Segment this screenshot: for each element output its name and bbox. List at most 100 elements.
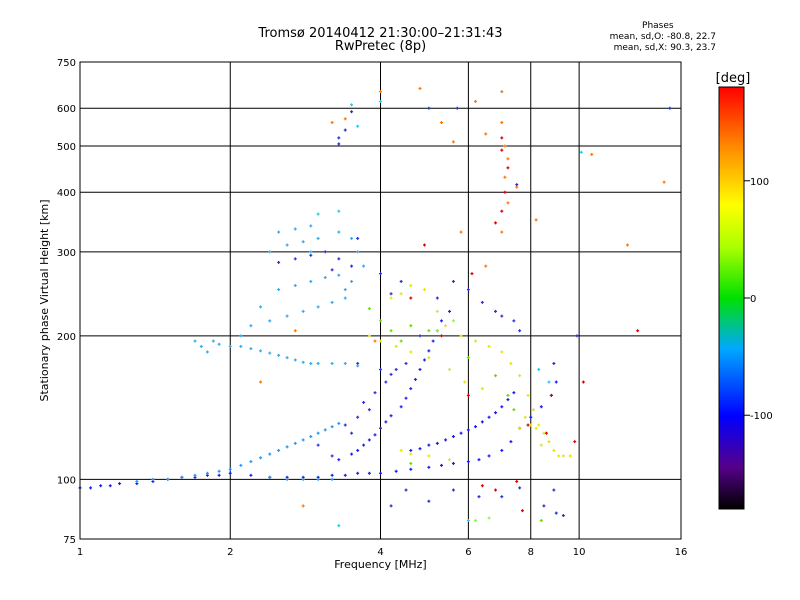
data-point	[394, 367, 398, 371]
data-point	[427, 349, 431, 353]
data-point	[211, 339, 215, 343]
data-point	[343, 423, 347, 427]
data-point	[520, 509, 524, 513]
chart-title: Tromsø 20140412 21:30:00–21:31:43	[258, 26, 503, 41]
data-point	[356, 364, 360, 368]
data-point	[494, 221, 498, 225]
data-point	[435, 309, 439, 313]
data-point	[557, 454, 561, 458]
data-point	[180, 475, 184, 479]
data-point	[343, 288, 347, 292]
data-point	[356, 236, 360, 240]
data-point	[330, 268, 334, 272]
data-point	[636, 329, 640, 333]
data-point	[356, 124, 360, 128]
y-tick-label: 200	[57, 332, 76, 343]
y-tick-label: 750	[57, 58, 76, 69]
data-point	[367, 471, 371, 475]
y-tick-label: 600	[57, 104, 76, 115]
data-point	[399, 339, 403, 343]
phase-stats: Phases mean, sd,O: -80.8, 22.7 mean, sd,…	[610, 21, 716, 54]
phase-stats-x: mean, sd,X: 90.3, 23.7	[613, 43, 716, 53]
colorbar-label: [deg]	[716, 71, 751, 86]
data-point	[409, 324, 413, 328]
y-tick-label: 400	[57, 188, 76, 199]
data-point	[409, 448, 413, 452]
data-point	[217, 469, 221, 473]
data-point	[316, 361, 320, 365]
data-point	[285, 445, 289, 449]
data-point	[427, 329, 431, 333]
data-point	[581, 380, 585, 384]
data-point	[356, 250, 360, 254]
data-point	[356, 471, 360, 475]
data-point	[316, 431, 320, 435]
data-point	[459, 334, 463, 338]
data-point	[249, 347, 253, 351]
data-point	[503, 144, 507, 148]
data-point	[494, 488, 498, 492]
data-point	[337, 230, 341, 234]
data-point	[515, 479, 519, 483]
x-tick-label: 16	[675, 547, 688, 558]
data-point	[217, 473, 221, 477]
data-point	[523, 415, 527, 419]
data-point	[330, 473, 334, 477]
data-point	[409, 461, 413, 465]
data-point	[301, 309, 305, 313]
data-point	[503, 190, 507, 194]
data-point	[573, 440, 577, 444]
data-point	[301, 504, 305, 508]
data-point	[568, 454, 572, 458]
data-point	[455, 106, 459, 110]
data-point	[249, 460, 253, 464]
data-point	[448, 309, 452, 313]
data-point	[301, 360, 305, 364]
data-point	[459, 230, 463, 234]
data-point	[99, 484, 103, 488]
chart-title-block: Tromsø 20140412 21:30:00–21:31:43 RwPret…	[80, 27, 681, 53]
data-point	[451, 140, 455, 144]
data-point	[427, 356, 431, 360]
data-point	[389, 292, 393, 296]
data-point	[399, 292, 403, 296]
data-point	[277, 288, 281, 292]
data-point	[409, 296, 413, 300]
data-point	[506, 157, 510, 161]
data-point	[515, 183, 519, 187]
data-point	[337, 136, 341, 140]
data-point	[293, 441, 297, 445]
x-tick-label: 4	[377, 547, 383, 558]
data-point	[487, 454, 491, 458]
data-point	[316, 305, 320, 309]
data-point	[350, 279, 354, 283]
x-tick-label: 10	[573, 547, 586, 558]
data-point	[239, 463, 243, 467]
data-point	[285, 243, 289, 247]
data-point	[166, 477, 170, 481]
data-point	[362, 443, 366, 447]
data-point	[451, 319, 455, 323]
data-point	[404, 361, 408, 365]
data-point	[330, 300, 334, 304]
colorbar	[718, 86, 745, 510]
data-point	[367, 334, 371, 338]
data-point	[301, 240, 305, 244]
data-point	[356, 448, 360, 452]
data-point	[480, 420, 484, 424]
data-point	[625, 243, 629, 247]
data-point	[451, 461, 455, 465]
data-point	[362, 264, 366, 268]
data-point	[228, 467, 232, 471]
data-point	[500, 314, 504, 318]
y-tick-label: 300	[57, 248, 76, 259]
data-point	[418, 447, 422, 451]
data-point	[337, 421, 341, 425]
data-point	[379, 90, 382, 94]
data-point	[487, 344, 491, 348]
data-point	[259, 380, 263, 384]
data-point	[515, 185, 519, 189]
data-point	[487, 415, 491, 419]
data-point	[199, 344, 203, 348]
